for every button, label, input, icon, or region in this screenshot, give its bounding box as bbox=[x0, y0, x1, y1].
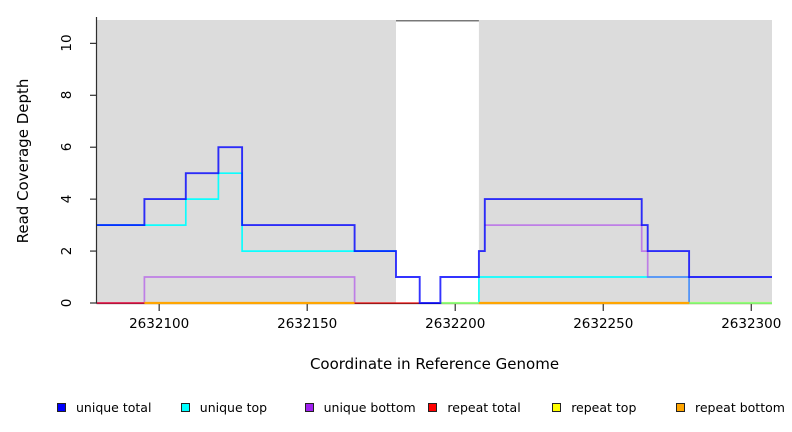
x-tick-label: 2632250 bbox=[573, 316, 634, 332]
legend-item-repeat-total: repeat total bbox=[428, 399, 521, 415]
legend-item-unique-total: unique total bbox=[57, 399, 151, 415]
y-tick-label: 6 bbox=[59, 142, 75, 152]
x-tick-label: 2632200 bbox=[425, 316, 486, 332]
legend-item-unique-bottom: unique bottom bbox=[304, 399, 416, 415]
legend-label: repeat total bbox=[447, 399, 521, 415]
y-tick-label: 10 bbox=[59, 34, 75, 52]
legend-swatch-icon bbox=[180, 402, 190, 412]
x-tick-label: 2632150 bbox=[277, 316, 338, 332]
legend-label: unique top bbox=[199, 399, 268, 415]
y-axis-title: Read Coverage Depth bbox=[14, 78, 32, 244]
series-unique-total bbox=[97, 146, 772, 304]
legend-label: unique bottom bbox=[323, 399, 416, 415]
y-tick-label: 8 bbox=[59, 90, 75, 100]
legend-swatch-icon bbox=[676, 402, 685, 412]
y-tick-label: 0 bbox=[59, 298, 75, 308]
series-unique-top bbox=[97, 172, 396, 252]
y-tick-label: 4 bbox=[59, 194, 75, 204]
y-tick-label: 2 bbox=[59, 246, 75, 256]
legend-swatch-icon bbox=[304, 402, 314, 412]
x-tick-label: 2632100 bbox=[129, 316, 190, 332]
legend-swatch-icon bbox=[552, 402, 562, 412]
legend-swatch-icon bbox=[428, 402, 438, 412]
legend-item-repeat-bottom: repeat bottom bbox=[676, 399, 785, 415]
legend-item-repeat-top: repeat top bbox=[552, 399, 636, 415]
x-tick-label: 2632300 bbox=[721, 316, 782, 332]
legend-swatch-icon bbox=[57, 402, 66, 412]
legend-label: repeat bottom bbox=[695, 399, 785, 415]
x-axis-title: Coordinate in Reference Genome bbox=[309, 355, 560, 373]
highlight-band bbox=[396, 20, 479, 303]
legend-label: unique total bbox=[76, 399, 152, 415]
legend-label: repeat top bbox=[571, 399, 637, 415]
legend-item-unique-top: unique top bbox=[180, 399, 268, 415]
